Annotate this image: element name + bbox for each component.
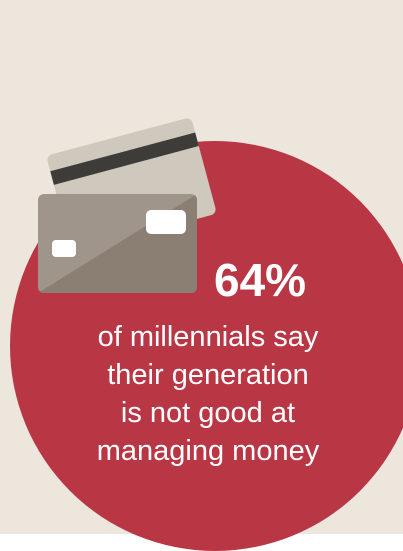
front-card-chip-large [146, 210, 186, 234]
front-card-chip-small [52, 240, 76, 257]
caption-line: of millennials say [50, 318, 366, 356]
front-credit-card-icon [38, 194, 197, 293]
caption-line: managing money [50, 432, 366, 470]
caption-line: their generation [50, 356, 366, 394]
caption-line: is not good at [50, 394, 366, 432]
stat-caption: of millennials say their generation is n… [50, 318, 366, 470]
stat-value: 64% [214, 252, 334, 308]
